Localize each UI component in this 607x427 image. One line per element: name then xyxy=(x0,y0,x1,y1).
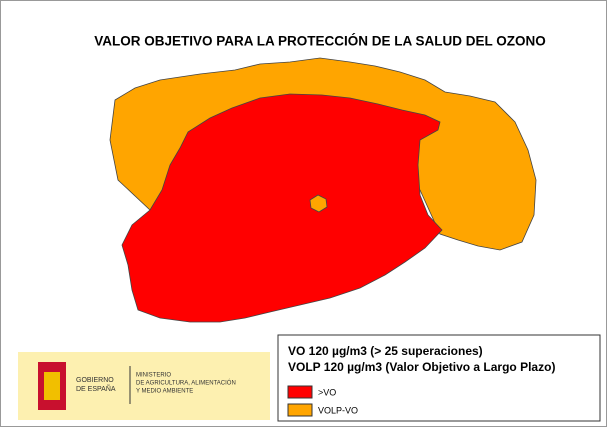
enclave xyxy=(309,194,328,213)
logo-text: GOBIERNO xyxy=(76,377,114,384)
legend-label: VOLP-VO xyxy=(318,405,358,415)
logo-text: MINISTERIO xyxy=(136,373,171,379)
logo-text: DE ESPAÑA xyxy=(76,384,116,393)
region xyxy=(121,93,443,323)
logo-text: DE AGRICULTURA, ALIMENTACIÓN xyxy=(136,380,236,387)
map-title: VALOR OBJETIVO PARA LA PROTECCIÓN DE LA … xyxy=(94,34,546,49)
map xyxy=(109,57,537,323)
legend-swatch xyxy=(287,385,313,399)
legend-line: VOLP 120 µg/m3 (Valor Objetivo a Largo P… xyxy=(288,360,555,374)
legend-label: >VO xyxy=(318,387,336,397)
coat-of-arms xyxy=(44,372,60,400)
legend-swatch xyxy=(287,403,313,417)
legend-line: VO 120 µg/m3 (> 25 superaciones) xyxy=(288,344,483,358)
legend xyxy=(277,334,601,422)
logo-text: Y MEDIO AMBIENTE xyxy=(136,389,193,395)
